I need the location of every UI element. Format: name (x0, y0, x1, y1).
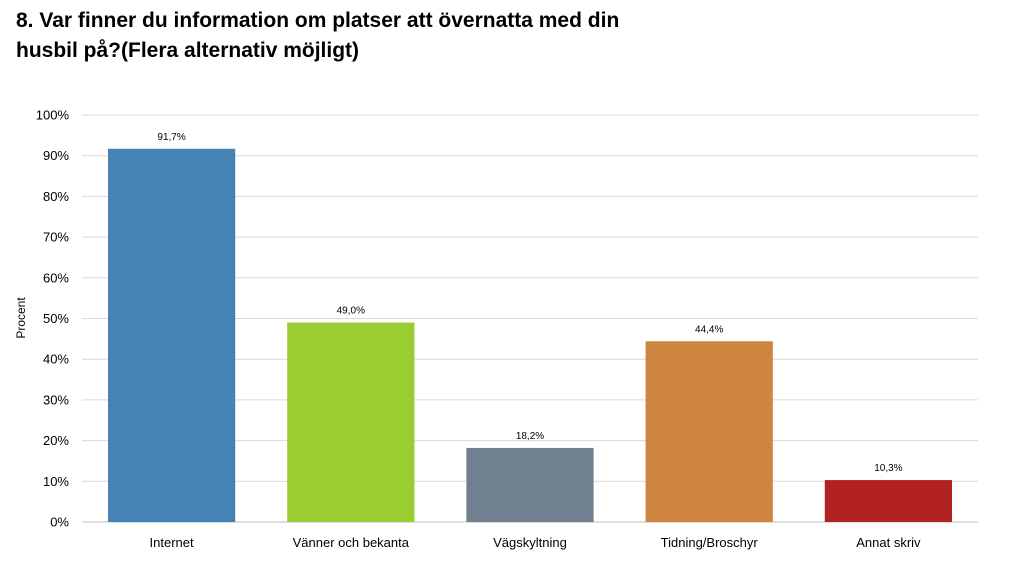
y-tick-label: 90% (43, 148, 69, 163)
bars (107, 148, 953, 522)
x-tick-label: Vänner och bekanta (293, 535, 410, 550)
y-tick-label: 80% (43, 189, 69, 204)
y-tick-label: 60% (43, 270, 69, 285)
bar (287, 322, 415, 522)
x-tick-label: Annat skriv (856, 535, 921, 550)
x-axis-ticks: Internet Vänner och bekanta Vägskyltning Ti… (150, 535, 921, 550)
x-tick-label: Vägskyltning (493, 535, 567, 550)
y-tick-label: 10% (43, 474, 69, 489)
x-tick-label: Internet (150, 535, 194, 550)
y-tick-label: 40% (43, 352, 69, 367)
data-label: 44,4% (695, 324, 723, 335)
chart-title: 8. Var finner du information om platser … (16, 9, 620, 62)
y-tick-label: 70% (43, 230, 69, 245)
y-tick-label: 0% (50, 515, 69, 530)
y-tick-label: 20% (43, 433, 69, 448)
data-label: 91,7% (157, 132, 185, 143)
y-tick-label: 100% (36, 108, 70, 123)
y-tick-label: 30% (43, 392, 69, 407)
y-tick-label: 50% (43, 311, 69, 326)
y-axis-ticks: 0% 10% 20% 30% 40% 50% 60% 70% 80% 90% 100% (36, 108, 70, 530)
data-label: 18,2% (516, 431, 544, 442)
data-label: 10,3% (874, 463, 902, 474)
bar (107, 148, 236, 522)
y-axis-label: Procent (14, 297, 28, 339)
data-label: 49,0% (337, 306, 365, 317)
x-tick-label: Tidning/Broschyr (661, 535, 759, 550)
bar (466, 447, 594, 522)
bar (824, 480, 953, 522)
data-labels: 91,7% 49,0% 18,2% 44,4% 10,3% (157, 132, 902, 474)
bar (645, 341, 773, 522)
